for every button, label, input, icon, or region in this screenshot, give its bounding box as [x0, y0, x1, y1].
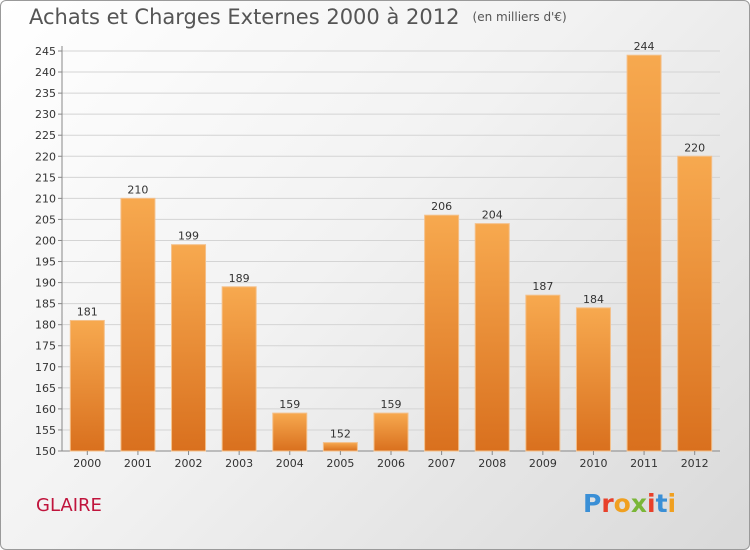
- y-tick-label: 245: [35, 45, 56, 58]
- bar: [69, 319, 105, 452]
- logo-letter: x: [630, 489, 647, 518]
- bar-value-label: 210: [127, 183, 148, 196]
- x-tick-label: 2001: [124, 457, 152, 470]
- y-tick-label: 190: [35, 277, 56, 290]
- bar-value-label: 181: [77, 305, 98, 318]
- y-tick-label: 220: [35, 150, 56, 163]
- y-tick-label: 235: [35, 87, 56, 100]
- x-tick-label: 2007: [428, 457, 456, 470]
- logo-letter: o: [613, 489, 631, 518]
- logo-letter: r: [601, 489, 614, 518]
- y-tick-label: 205: [35, 213, 56, 226]
- y-tick-label: 225: [35, 129, 56, 142]
- commune-name: GLAIRE: [36, 495, 102, 516]
- bar: [322, 442, 358, 452]
- y-tick-label: 180: [35, 319, 56, 332]
- title-text: Achats et Charges Externes 2000 à 2012: [29, 5, 460, 29]
- y-tick-label: 185: [35, 298, 56, 311]
- logo-letter: P: [583, 489, 602, 518]
- x-tick-label: 2004: [276, 457, 304, 470]
- y-tick-label: 230: [35, 108, 56, 121]
- x-tick-label: 2003: [225, 457, 253, 470]
- bar: [272, 412, 308, 452]
- x-tick-label: 2005: [326, 457, 354, 470]
- bar: [575, 307, 611, 452]
- plot-area: [62, 46, 720, 451]
- bar-value-label: 220: [684, 141, 705, 154]
- bar: [373, 412, 409, 452]
- x-tick-label: 2002: [175, 457, 203, 470]
- x-tick-label: 2006: [377, 457, 405, 470]
- y-tick-label: 240: [35, 66, 56, 79]
- y-tick-label: 200: [35, 234, 56, 247]
- bar: [474, 223, 510, 452]
- y-tick-label: 155: [35, 424, 56, 437]
- logo-letter: t: [655, 489, 668, 518]
- bar: [171, 244, 207, 452]
- unit-note: (en milliers d'€): [472, 10, 567, 24]
- y-tick-label: 170: [35, 361, 56, 374]
- bar: [424, 214, 460, 452]
- bar-value-label: 206: [431, 200, 452, 213]
- x-tick-label: 2010: [579, 457, 607, 470]
- x-tick-label: 2008: [478, 457, 506, 470]
- y-tick-label: 160: [35, 403, 56, 416]
- x-tick-label: 2009: [529, 457, 557, 470]
- bar-value-label: 159: [381, 398, 402, 411]
- bar: [626, 54, 662, 452]
- y-tick-label: 215: [35, 171, 56, 184]
- bar: [525, 294, 561, 452]
- y-tick-label: 165: [35, 382, 56, 395]
- bar-value-label: 187: [532, 280, 553, 293]
- bar-value-label: 204: [482, 209, 503, 222]
- bar-value-label: 189: [229, 272, 250, 285]
- x-tick-label: 2000: [73, 457, 101, 470]
- logo-letter: i: [667, 489, 677, 518]
- logo-letter: i: [647, 489, 656, 518]
- bar-value-label: 199: [178, 230, 199, 243]
- bar-value-label: 152: [330, 428, 351, 441]
- proxiti-logo: Proxiti: [583, 489, 676, 518]
- y-tick-label: 150: [35, 445, 56, 458]
- y-tick-label: 210: [35, 192, 56, 205]
- bar-value-label: 184: [583, 293, 604, 306]
- y-tick-label: 175: [35, 340, 56, 353]
- bar-value-label: 159: [279, 398, 300, 411]
- x-tick-label: 2012: [681, 457, 709, 470]
- chart-title: Achats et Charges Externes 2000 à 2012 (…: [29, 5, 567, 29]
- x-tick-label: 2011: [630, 457, 658, 470]
- y-tick-label: 195: [35, 256, 56, 269]
- bar: [677, 155, 713, 452]
- bar: [120, 197, 156, 452]
- bar-value-label: 244: [634, 40, 655, 53]
- bar: [221, 286, 257, 452]
